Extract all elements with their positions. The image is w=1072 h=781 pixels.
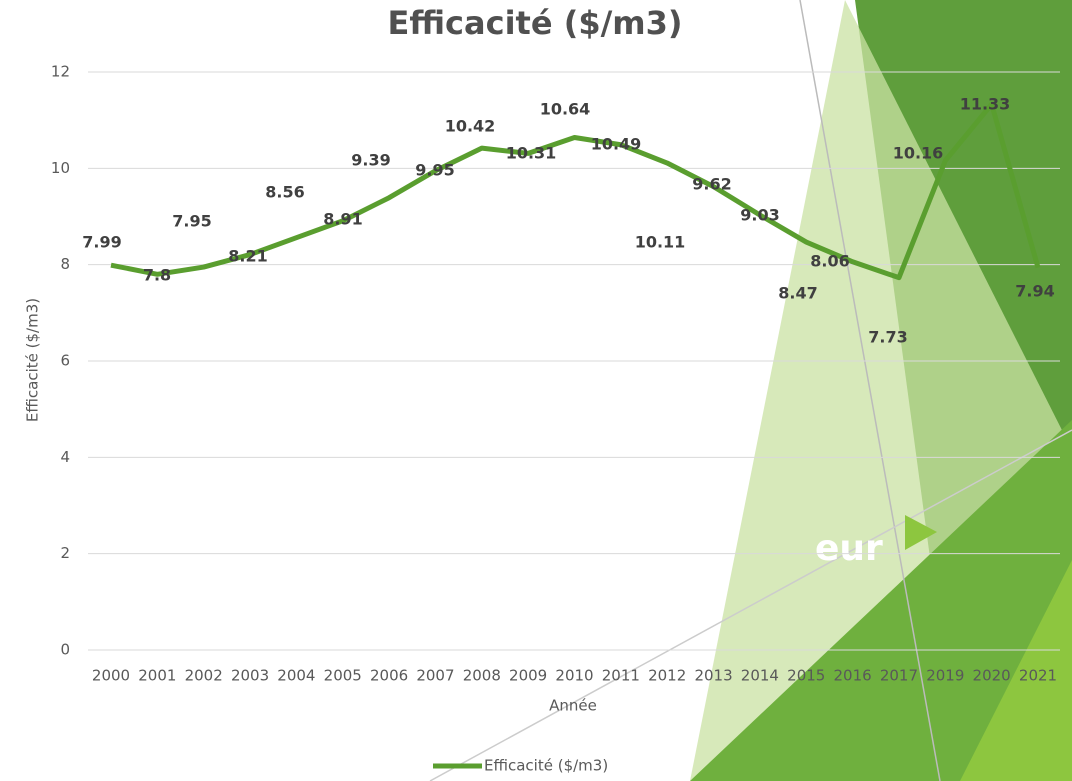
bg-shape — [690, 420, 1072, 781]
data-label: 11.33 — [960, 95, 1011, 114]
data-label: 9.62 — [692, 175, 731, 194]
background: eur — [429, 0, 1072, 781]
data-label: 7.73 — [868, 328, 907, 347]
x-tick-label: 2020 — [973, 667, 1011, 685]
x-axis-title: Année — [549, 697, 597, 715]
bg-line — [429, 429, 1072, 781]
y-tick-label: 6 — [60, 352, 70, 370]
y-tick-label: 0 — [60, 641, 70, 659]
x-tick-label: 2011 — [602, 667, 640, 685]
data-label: 8.91 — [323, 210, 362, 229]
y-tick-label: 4 — [60, 448, 70, 466]
bg-shape — [690, 0, 1072, 781]
y-tick-label: 8 — [60, 255, 70, 273]
data-label: 9.95 — [415, 161, 454, 180]
data-label: 7.94 — [1015, 282, 1054, 301]
data-label: 7.8 — [143, 266, 171, 285]
data-label: 10.49 — [591, 135, 642, 154]
data-label: 10.42 — [445, 117, 496, 136]
x-tick-label: 2016 — [834, 667, 872, 685]
bg-line — [799, 0, 941, 781]
legend-label: Efficacité ($/m3) — [484, 757, 608, 775]
data-label: 7.95 — [172, 212, 211, 231]
y-tick-label: 12 — [51, 63, 70, 81]
x-tick-label: 2004 — [277, 667, 315, 685]
bg-shape — [960, 560, 1072, 781]
y-tick-label: 2 — [60, 544, 70, 562]
x-tick-label: 2019 — [926, 667, 964, 685]
data-label: 10.31 — [506, 144, 557, 163]
x-tick-label: 2013 — [694, 667, 732, 685]
x-tick-label: 2001 — [138, 667, 176, 685]
y-tick-label: 10 — [51, 159, 70, 177]
chart-title: Efficacité ($/m3) — [388, 4, 683, 42]
data-label: 9.03 — [740, 206, 779, 225]
x-tick-label: 2009 — [509, 667, 547, 685]
x-tick-label: 2014 — [741, 667, 779, 685]
x-tick-label: 2010 — [555, 667, 593, 685]
x-tick-label: 2000 — [92, 667, 130, 685]
data-label: 10.16 — [893, 144, 944, 163]
x-tick-label: 2006 — [370, 667, 408, 685]
data-label: 7.99 — [82, 233, 121, 252]
data-label: 8.21 — [228, 247, 267, 266]
x-tick-label: 2007 — [416, 667, 454, 685]
x-tick-label: 2012 — [648, 667, 686, 685]
x-tick-label: 2021 — [1019, 667, 1057, 685]
y-axis-title: Efficacité ($/m3) — [24, 298, 42, 422]
data-label: 10.64 — [540, 100, 591, 119]
line-series — [110, 101, 1041, 281]
x-tick-label: 2008 — [463, 667, 501, 685]
data-label: 9.39 — [351, 151, 390, 170]
x-tick-label: 2005 — [324, 667, 362, 685]
bg-arrow — [905, 515, 937, 550]
data-label: 8.47 — [778, 284, 817, 303]
data-label: 8.06 — [810, 252, 849, 271]
x-tick-label: 2003 — [231, 667, 269, 685]
data-label: 8.56 — [265, 183, 304, 202]
x-tick-label: 2017 — [880, 667, 918, 685]
overlay-text: eur — [815, 528, 883, 569]
x-tick-label: 2015 — [787, 667, 825, 685]
data-label: 10.11 — [635, 233, 686, 252]
x-tick-label: 2002 — [185, 667, 223, 685]
